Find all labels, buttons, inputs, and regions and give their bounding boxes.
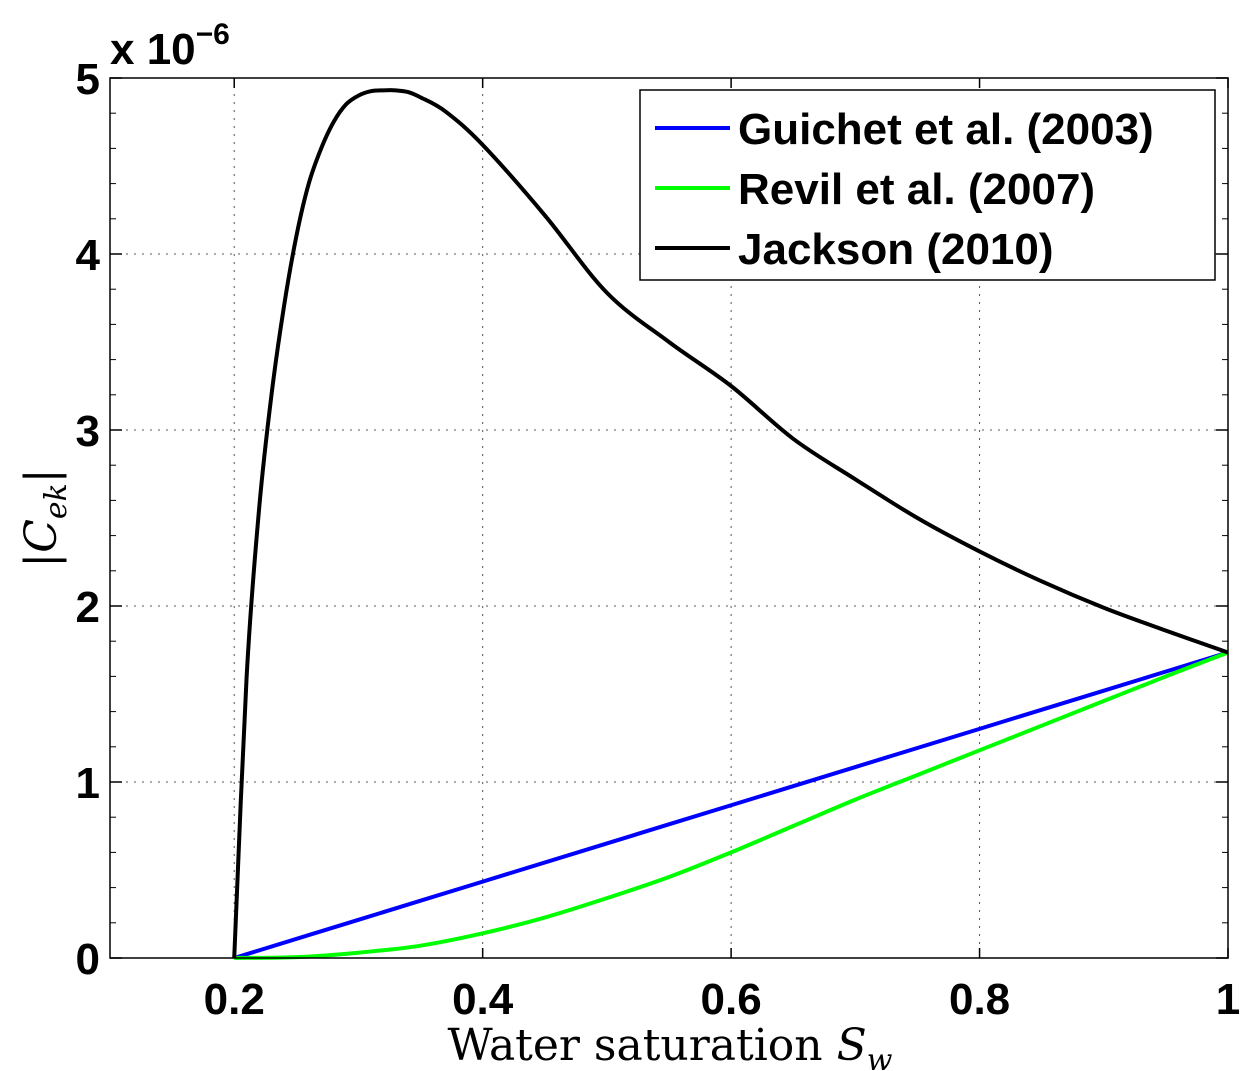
x-tick-label: 0.4 <box>452 975 514 1024</box>
legend-box <box>639 89 1216 281</box>
x-tick-label: 1 <box>1216 975 1240 1024</box>
grid-lines <box>110 78 1228 958</box>
legend: Guichet et al. (2003) Revil et al. (2007)… <box>639 89 1216 281</box>
y-exponent-prefix: x 10 <box>110 25 196 74</box>
x-axis-label-symbol: S <box>837 1020 867 1071</box>
axis-ticks: 0.2 0.4 0.6 0.8 1 0 1 2 3 4 5 <box>76 55 1241 1024</box>
x-tick-label: 0.2 <box>204 975 265 1024</box>
series-line-guichet-et-al-2003 <box>233 650 1229 960</box>
legend-label: Revil et al. (2007) <box>738 165 1095 214</box>
y-exponent-label: x 10−6 <box>110 18 230 74</box>
y-axis-label-subscript: ek <box>39 483 74 519</box>
y-exponent-power: −6 <box>196 18 230 51</box>
svg-text:Water saturation Sw: Water saturation Sw <box>448 1020 893 1071</box>
svg-text:x 10−6: x 10−6 <box>110 18 230 74</box>
x-axis-label-text: Water saturation <box>448 1020 823 1071</box>
x-axis-label-subscript: w <box>867 1043 893 1071</box>
y-axis-label: |Cek| <box>16 468 74 567</box>
x-tick-label: 0.6 <box>701 975 762 1024</box>
legend-label: Jackson (2010) <box>738 225 1054 274</box>
y-tick-label: 3 <box>76 407 100 456</box>
y-tick-label: 4 <box>76 231 101 280</box>
series-line-revil-et-al-2007 <box>234 650 1229 960</box>
x-axis-label: Water saturation Sw <box>448 1020 893 1071</box>
plot-frame <box>109 77 1229 959</box>
series-lines <box>232 88 1229 960</box>
y-tick-label: 2 <box>76 583 100 632</box>
y-axis-label-close: | <box>16 468 67 483</box>
series-line-jackson-2010 <box>232 88 1229 959</box>
legend-label: Guichet et al. (2003) <box>738 105 1154 154</box>
svg-text:|Cek|: |Cek| <box>16 468 74 567</box>
y-tick-label: 1 <box>76 759 100 808</box>
y-axis-label-open: |C <box>16 519 67 568</box>
y-tick-label: 0 <box>76 935 100 984</box>
y-tick-label: 5 <box>76 55 100 104</box>
x-tick-label: 0.8 <box>949 975 1010 1024</box>
